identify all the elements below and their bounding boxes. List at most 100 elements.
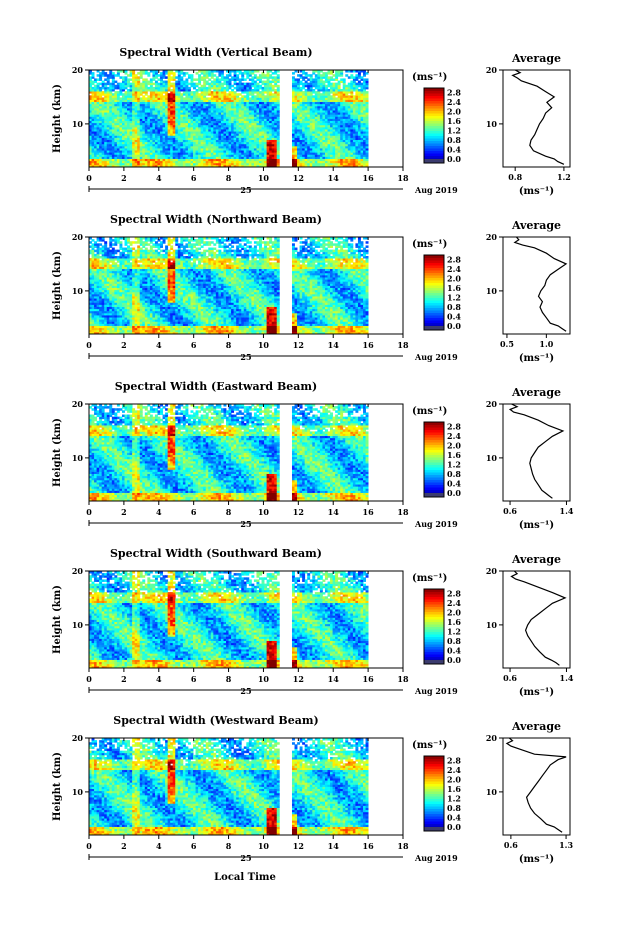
colorbar-tick-label: 2.4	[447, 97, 461, 107]
heatmap-cell	[119, 83, 122, 86]
heatmap-cell	[183, 97, 186, 100]
heatmap-cell	[325, 72, 328, 75]
heatmap-cell	[333, 78, 336, 81]
heatmap-cell	[221, 83, 224, 86]
heatmap-cell	[92, 243, 95, 246]
panel-title: Spectral Width (Vertical Beam)	[119, 46, 312, 59]
heatmap-cell	[155, 81, 158, 84]
heatmap-cell	[292, 72, 295, 75]
heatmap-cell	[160, 72, 163, 75]
average-y-tick-label: 20	[486, 65, 498, 75]
heatmap-cell	[173, 72, 176, 75]
heatmap-cell	[335, 97, 338, 100]
heatmap-cell	[244, 95, 247, 98]
heatmap-cell	[256, 83, 259, 86]
colorbar-tick-label: 0.0	[447, 154, 461, 164]
date-day-label: 25	[240, 185, 251, 195]
heatmap-cell	[125, 76, 128, 79]
heatmap-cell	[208, 97, 211, 100]
heatmap-cell	[102, 81, 105, 84]
heatmap-cell	[236, 83, 239, 86]
heatmap-cell	[302, 83, 305, 86]
heatmap-cell	[211, 81, 214, 84]
heatmap-cell	[330, 83, 333, 86]
heatmap-cell	[208, 78, 211, 81]
heatmap-cell	[333, 83, 336, 86]
heatmap-cell	[297, 78, 300, 81]
heatmap-cell	[292, 76, 295, 79]
heatmap-cell	[305, 89, 308, 92]
heatmap-cell	[358, 81, 361, 84]
heatmap-cell	[251, 89, 254, 92]
heatmap-cell	[104, 72, 107, 75]
heatmap-cell	[234, 87, 237, 90]
heatmap-cell	[312, 89, 315, 92]
heatmap-cell	[170, 83, 173, 86]
heatmap-cell	[97, 78, 100, 81]
heatmap-cell	[264, 95, 267, 98]
heatmap-cell	[158, 74, 161, 77]
heatmap-cell	[99, 243, 102, 246]
heatmap-cell	[361, 83, 364, 86]
heatmap-cell	[264, 74, 267, 77]
colorbar: 0.00.40.81.21.62.02.42.8	[424, 88, 461, 164]
heatmap-cell	[130, 78, 133, 81]
heatmap-cell	[114, 81, 117, 84]
heatmap-cells	[89, 237, 369, 334]
heatmap-cell	[241, 95, 244, 98]
heatmap-cell	[147, 95, 150, 98]
heatmap-cell	[175, 81, 178, 84]
heatmap-cell	[358, 89, 361, 92]
heatmap-cell	[259, 74, 262, 77]
heatmap-cell	[236, 74, 239, 77]
heatmap-cell	[350, 74, 353, 77]
heatmap-cell	[140, 97, 143, 100]
heatmap-cell	[196, 78, 199, 81]
heatmap-cell	[117, 83, 120, 86]
heatmap-cell	[99, 248, 102, 251]
heatmap-cell	[196, 83, 199, 86]
heatmap-cell	[165, 76, 168, 79]
heatmap-cell	[244, 83, 247, 86]
heatmap-cell	[150, 78, 153, 81]
heatmap-cell	[249, 83, 252, 86]
heatmap-cell	[272, 93, 275, 96]
heatmap-cell	[158, 83, 161, 86]
heatmap-cell	[185, 78, 188, 81]
heatmap-cell	[109, 83, 112, 86]
heatmap-cell	[198, 93, 201, 96]
common-x-axis-label: Local Time	[214, 872, 276, 883]
colorbar-unit: (ms⁻¹)	[412, 72, 447, 83]
heatmap-cell	[112, 93, 115, 96]
heatmap-cell	[188, 83, 191, 86]
heatmap-cell	[170, 76, 173, 79]
heatmap-cell	[335, 83, 338, 86]
x-tick-label: 14	[328, 173, 340, 183]
heatmap-cell	[190, 91, 193, 94]
average-x-label: (ms⁻¹)	[519, 186, 554, 197]
heatmap-cell	[239, 78, 242, 81]
heatmap-cell	[353, 76, 356, 79]
heatmap-cell	[262, 81, 265, 84]
heatmap-cell	[145, 78, 148, 81]
heatmap-cell	[259, 85, 262, 88]
heatmap-cell	[249, 97, 252, 100]
heatmap-cell	[254, 81, 257, 84]
heatmap-cell	[348, 76, 351, 79]
heatmap-cell	[300, 74, 303, 77]
heatmap-cell	[307, 83, 310, 86]
heatmap-cell	[272, 85, 275, 88]
heatmap-cell	[277, 74, 280, 77]
heatmap-cell	[300, 81, 303, 84]
heatmap-cell	[163, 81, 166, 84]
heatmap-cell	[231, 89, 234, 92]
heatmap-cell	[127, 89, 130, 92]
heatmap-cell	[229, 78, 232, 81]
heatmap-cell	[239, 97, 242, 100]
heatmap-cell	[127, 74, 130, 77]
heatmap-cell	[330, 76, 333, 79]
heatmap-cell	[241, 72, 244, 75]
heatmap-cell	[183, 81, 186, 84]
